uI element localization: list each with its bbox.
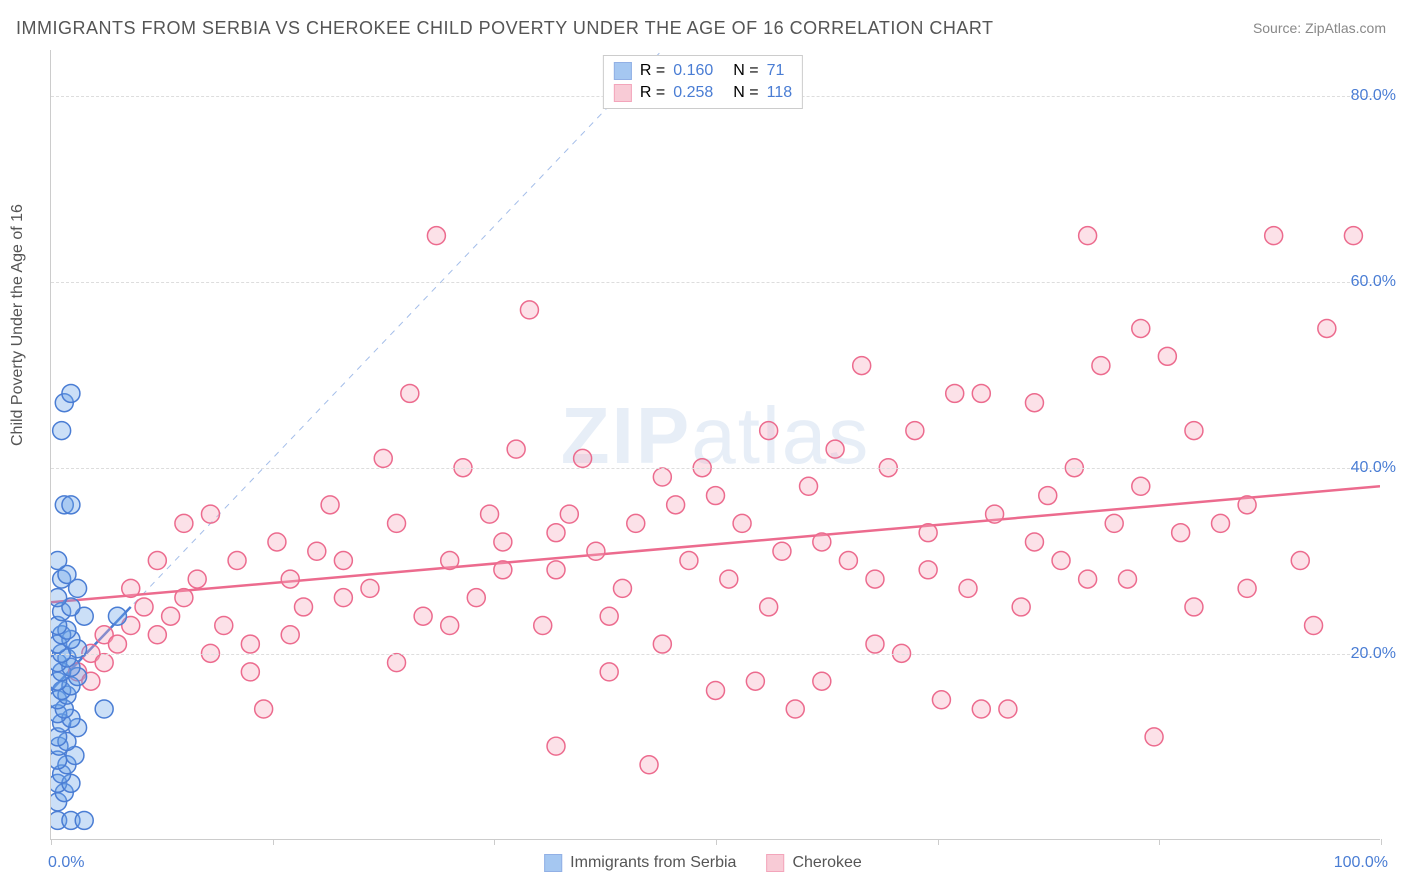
- n-value-serbia: 71: [767, 62, 785, 80]
- swatch-cherokee-icon: [766, 854, 784, 872]
- x-tick-mark: [716, 839, 717, 845]
- x-tick-mark: [938, 839, 939, 845]
- correlation-row-serbia: R = 0.160 N = 71: [614, 60, 792, 82]
- x-tick-mark: [51, 839, 52, 845]
- gridline: [51, 654, 1380, 655]
- y-tick-label: 40.0%: [1351, 459, 1396, 477]
- gridline: [51, 282, 1380, 283]
- r-label: R =: [640, 84, 665, 102]
- r-label: R =: [640, 62, 665, 80]
- y-tick-label: 60.0%: [1351, 273, 1396, 291]
- n-label: N =: [733, 84, 758, 102]
- x-tick-mark: [1159, 839, 1160, 845]
- source-label: Source:: [1253, 20, 1301, 36]
- swatch-serbia-icon: [614, 62, 632, 80]
- legend-item-cherokee: Cherokee: [766, 854, 861, 872]
- chart-container: IMMIGRANTS FROM SERBIA VS CHEROKEE CHILD…: [0, 0, 1406, 892]
- legend-label-cherokee: Cherokee: [792, 854, 861, 872]
- gridline: [51, 468, 1380, 469]
- source-value: ZipAtlas.com: [1305, 20, 1386, 36]
- y-axis-label: Child Poverty Under the Age of 16: [9, 204, 27, 446]
- swatch-serbia-icon: [544, 854, 562, 872]
- x-axis-end-label: 100.0%: [1334, 854, 1388, 872]
- x-tick-mark: [273, 839, 274, 845]
- r-value-cherokee: 0.258: [673, 84, 713, 102]
- correlation-row-cherokee: R = 0.258 N = 118: [614, 82, 792, 104]
- x-tick-mark: [494, 839, 495, 845]
- plot-area: ZIPatlas: [50, 50, 1380, 840]
- n-label: N =: [733, 62, 758, 80]
- series-legend: Immigrants from Serbia Cherokee: [544, 854, 862, 872]
- legend-label-serbia: Immigrants from Serbia: [570, 854, 736, 872]
- y-tick-label: 80.0%: [1351, 87, 1396, 105]
- r-value-serbia: 0.160: [673, 62, 713, 80]
- y-tick-label: 20.0%: [1351, 645, 1396, 663]
- x-axis-start-label: 0.0%: [48, 854, 84, 872]
- swatch-cherokee-icon: [614, 84, 632, 102]
- chart-svg: [51, 50, 1380, 839]
- n-value-cherokee: 118: [767, 84, 793, 102]
- legend-item-serbia: Immigrants from Serbia: [544, 854, 736, 872]
- source-attribution: Source: ZipAtlas.com: [1253, 20, 1386, 36]
- chart-title: IMMIGRANTS FROM SERBIA VS CHEROKEE CHILD…: [16, 18, 994, 39]
- correlation-legend: R = 0.160 N = 71 R = 0.258 N = 118: [603, 55, 803, 109]
- x-tick-mark: [1381, 839, 1382, 845]
